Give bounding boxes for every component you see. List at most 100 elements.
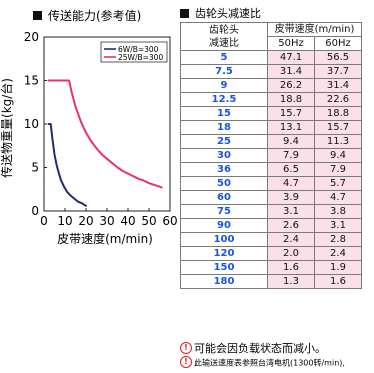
table-row: 180 1.3 1.6 bbox=[180, 274, 362, 289]
table-row: 90 2.6 3.1 bbox=[180, 218, 362, 233]
speed-50hz-value: 13.1 bbox=[267, 120, 315, 135]
legend-box bbox=[100, 41, 168, 63]
table-title: 齿轮头减速比 bbox=[180, 5, 261, 21]
header-ratio: 齿轮头 减速比 bbox=[180, 22, 268, 51]
x-tick-label: 10 bbox=[57, 214, 72, 228]
ratio-value: 75 bbox=[180, 204, 268, 219]
speed-50hz-value: 9.4 bbox=[267, 134, 315, 149]
ratio-value: 18 bbox=[180, 120, 268, 135]
speed-50hz-value: 2.6 bbox=[267, 218, 315, 233]
header-speed: 皮带速度(m/min) bbox=[267, 22, 362, 37]
table-row: 9 26.2 31.4 bbox=[180, 78, 362, 93]
speed-60hz-value: 1.9 bbox=[314, 260, 362, 275]
ratio-value: 120 bbox=[180, 246, 268, 261]
speed-60hz-value: 2.4 bbox=[314, 246, 362, 261]
chart-title-text: 传送能力(参考值) bbox=[48, 9, 142, 23]
x-axis-label: 皮带速度(m/min) bbox=[57, 231, 153, 246]
speed-60hz-value: 22.6 bbox=[314, 92, 362, 107]
speed-60hz-value: 3.1 bbox=[314, 218, 362, 233]
speed-60hz-value: 15.7 bbox=[314, 120, 362, 135]
ratio-value: 5 bbox=[180, 50, 268, 65]
note-motor-text: 此输送速度表参照台湾电机(1300转/min), bbox=[194, 358, 345, 368]
ratio-value: 150 bbox=[180, 260, 268, 275]
ratio-value: 50 bbox=[180, 176, 268, 191]
warning-icon: ! bbox=[180, 356, 192, 368]
table-row: 75 3.1 3.8 bbox=[180, 204, 362, 219]
ratio-value: 30 bbox=[180, 148, 268, 163]
y-tick-label: 5 bbox=[31, 161, 39, 175]
warning-icon: ! bbox=[180, 342, 192, 354]
x-tick-label: 30 bbox=[99, 214, 114, 228]
speed-table: 齿轮头 减速比 皮带速度(m/min) 50Hz 60Hz 5 47.1 56.5 7… bbox=[180, 22, 362, 289]
y-tick-label: 0 bbox=[31, 204, 39, 218]
table-row: 50 4.7 5.7 bbox=[180, 176, 362, 191]
ratio-value: 7.5 bbox=[180, 64, 268, 79]
chart-ticks: 0 10 20 30 40 50 60 0 5 10 15 20 bbox=[24, 30, 178, 228]
y-tick-label: 15 bbox=[24, 74, 39, 88]
note-motor: ! 此输送速度表参照台湾电机(1300转/min), bbox=[180, 356, 345, 369]
ratio-value: 90 bbox=[180, 218, 268, 233]
chart-series bbox=[47, 79, 163, 207]
table-row: 120 2.0 2.4 bbox=[180, 246, 362, 261]
speed-60hz-value: 5.7 bbox=[314, 176, 362, 191]
chart-title: 传送能力(参考值) bbox=[33, 7, 141, 24]
speed-60hz-value: 11.3 bbox=[314, 134, 362, 149]
x-tick-label: 40 bbox=[120, 214, 135, 228]
ratio-value: 100 bbox=[180, 232, 268, 247]
x-tick-label: 20 bbox=[78, 214, 93, 228]
table-row: 30 7.9 9.4 bbox=[180, 148, 362, 163]
table-row: 150 1.6 1.9 bbox=[180, 260, 362, 275]
ratio-value: 12.5 bbox=[180, 92, 268, 107]
series-line-1 bbox=[47, 79, 163, 189]
speed-60hz-value: 56.5 bbox=[314, 50, 362, 65]
speed-50hz-value: 31.4 bbox=[267, 64, 315, 79]
ratio-value: 25 bbox=[180, 134, 268, 149]
note-load: ! 可能会因负载状态而减小。 bbox=[180, 340, 326, 356]
table-body: 5 47.1 56.5 7.5 31.4 37.7 9 26.2 31.4 12.5 18.8 22.… bbox=[180, 50, 362, 289]
header-ratio-line1: 齿轮头 bbox=[209, 24, 239, 36]
speed-60hz-value: 9.4 bbox=[314, 148, 362, 163]
header-50hz: 50Hz bbox=[267, 36, 315, 51]
note-load-text: 可能会因负载状态而减小。 bbox=[194, 342, 326, 355]
speed-50hz-value: 1.6 bbox=[267, 260, 315, 275]
legend-label: 6W/B=300 bbox=[118, 45, 159, 54]
legend-label: 25W/B=300 bbox=[118, 53, 163, 62]
speed-60hz-value: 37.7 bbox=[314, 64, 362, 79]
speed-60hz-value: 1.6 bbox=[314, 274, 362, 289]
ratio-value: 15 bbox=[180, 106, 268, 121]
speed-50hz-value: 7.9 bbox=[267, 148, 315, 163]
speed-60hz-value: 31.4 bbox=[314, 78, 362, 93]
header-ratio-line2: 减速比 bbox=[209, 37, 239, 49]
table-title-text: 齿轮头减速比 bbox=[195, 7, 261, 20]
table-row: 15 15.7 18.8 bbox=[180, 106, 362, 121]
speed-50hz-value: 18.8 bbox=[267, 92, 315, 107]
header-60hz: 60Hz bbox=[314, 36, 362, 51]
speed-50hz-value: 3.9 bbox=[267, 190, 315, 205]
table-row: 12.5 18.8 22.6 bbox=[180, 92, 362, 107]
series-line-0 bbox=[47, 123, 87, 207]
ratio-value: 9 bbox=[180, 78, 268, 93]
table-row: 36 6.5 7.9 bbox=[180, 162, 362, 177]
ratio-value: 60 bbox=[180, 190, 268, 205]
speed-50hz-value: 1.3 bbox=[267, 274, 315, 289]
title-square-marker bbox=[33, 11, 42, 20]
table-row: 5 47.1 56.5 bbox=[180, 50, 362, 65]
speed-50hz-value: 4.7 bbox=[267, 176, 315, 191]
speed-50hz-value: 15.7 bbox=[267, 106, 315, 121]
y-tick-label: 10 bbox=[24, 117, 39, 131]
table-title-square-marker bbox=[180, 8, 189, 18]
speed-50hz-value: 6.5 bbox=[267, 162, 315, 177]
table-row: 18 13.1 15.7 bbox=[180, 120, 362, 135]
speed-60hz-value: 18.8 bbox=[314, 106, 362, 121]
y-tick-label: 20 bbox=[24, 30, 39, 44]
x-tick-label: 0 bbox=[40, 214, 48, 228]
speed-60hz-value: 2.8 bbox=[314, 232, 362, 247]
table-row: 25 9.4 11.3 bbox=[180, 134, 362, 149]
y-axis-label: 传送物重量(kg/台) bbox=[0, 78, 14, 178]
speed-50hz-value: 2.4 bbox=[267, 232, 315, 247]
x-tick-label: 60 bbox=[162, 214, 177, 228]
table-row: 60 3.9 4.7 bbox=[180, 190, 362, 205]
ratio-value: 180 bbox=[180, 274, 268, 289]
